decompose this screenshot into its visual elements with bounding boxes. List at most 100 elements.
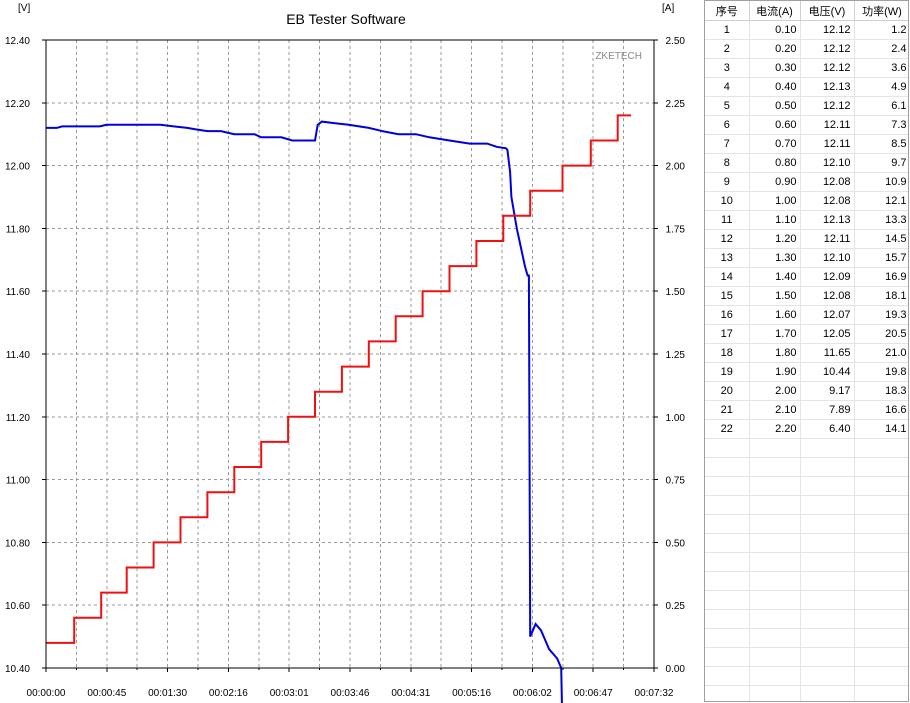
- y-tick-label-left: 11.40: [6, 350, 31, 361]
- cell-empty: [800, 438, 855, 458]
- cell-voltage: 12.11: [800, 115, 855, 135]
- y-tick-label-right: 0.25: [666, 601, 686, 612]
- cell-current: 1.20: [749, 229, 801, 249]
- cell-voltage: 12.10: [800, 153, 855, 173]
- current-series-line: [46, 114, 632, 644]
- cell-voltage: 12.10: [800, 248, 855, 268]
- cell-index: 21: [705, 400, 750, 420]
- table-row[interactable]: 17 1.70 12.05 20.5: [705, 324, 908, 344]
- cell-power: 21.0: [854, 343, 908, 363]
- cell-empty: [749, 514, 801, 534]
- table-row[interactable]: 22 2.20 6.40 14.1: [705, 419, 908, 439]
- table-row-empty: [705, 438, 908, 458]
- table-row[interactable]: 11 1.10 12.13 13.3: [705, 210, 908, 230]
- cell-index: 7: [705, 134, 750, 154]
- y-tick-label-right: 0.50: [666, 538, 686, 549]
- cell-empty: [800, 533, 855, 553]
- cell-empty: [854, 628, 908, 648]
- table-row[interactable]: 4 0.40 12.13 4.9: [705, 77, 908, 97]
- cell-empty: [854, 476, 908, 496]
- cell-empty: [705, 685, 750, 701]
- table-row[interactable]: 15 1.50 12.08 18.1: [705, 286, 908, 306]
- table-row[interactable]: 18 1.80 11.65 21.0: [705, 343, 908, 363]
- cell-power: 1.2: [854, 20, 908, 40]
- y-tick-label-right: 2.00: [666, 162, 686, 173]
- cell-empty: [800, 609, 855, 629]
- table-row[interactable]: 20 2.00 9.17 18.3: [705, 381, 908, 401]
- zketech-watermark: ZKETECH: [595, 51, 642, 62]
- table-row[interactable]: 8 0.80 12.10 9.7: [705, 153, 908, 173]
- cell-voltage: 12.08: [800, 172, 855, 192]
- cell-index: 19: [705, 362, 750, 382]
- table-row[interactable]: 13 1.30 12.10 15.7: [705, 248, 908, 268]
- cell-empty: [749, 590, 801, 610]
- table-row[interactable]: 12 1.20 12.11 14.5: [705, 229, 908, 249]
- series-layer: [46, 114, 632, 703]
- cell-empty: [749, 571, 801, 591]
- cell-empty: [854, 571, 908, 591]
- cell-current: 0.50: [749, 96, 801, 116]
- cell-current: 2.20: [749, 419, 801, 439]
- table-row[interactable]: 7 0.70 12.11 8.5: [705, 134, 908, 154]
- cell-power: 14.5: [854, 229, 908, 249]
- cell-current: 1.90: [749, 362, 801, 382]
- x-tick-label: 00:04:31: [391, 688, 430, 699]
- cell-empty: [800, 476, 855, 496]
- cell-power: 8.5: [854, 134, 908, 154]
- cell-power: 20.5: [854, 324, 908, 344]
- cell-current: 2.10: [749, 400, 801, 420]
- x-tick-label: 00:00:45: [87, 688, 126, 699]
- table-row[interactable]: 19 1.90 10.44 19.8: [705, 362, 908, 382]
- cell-index: 4: [705, 77, 750, 97]
- cell-empty: [705, 628, 750, 648]
- table-row[interactable]: 10 1.00 12.08 12.1: [705, 191, 908, 211]
- grid-lines: [46, 40, 654, 668]
- cell-power: 10.9: [854, 172, 908, 192]
- cell-index: 11: [705, 210, 750, 230]
- cell-current: 1.30: [749, 248, 801, 268]
- table-row[interactable]: 14 1.40 12.09 16.9: [705, 267, 908, 287]
- cell-index: 2: [705, 39, 750, 59]
- table-row[interactable]: 5 0.50 12.12 6.1: [705, 96, 908, 116]
- table-row[interactable]: 2 0.20 12.12 2.4: [705, 39, 908, 59]
- cell-power: 13.3: [854, 210, 908, 230]
- y-tick-label-left: 10.60: [5, 601, 30, 612]
- cell-current: 0.60: [749, 115, 801, 135]
- plot-frame: [42, 39, 658, 672]
- x-tick-label: 00:03:46: [331, 688, 370, 699]
- cell-power: 18.1: [854, 286, 908, 306]
- y-tick-label-left: 11.60: [6, 287, 31, 298]
- col-header-current: 电流(A): [749, 1, 801, 21]
- x-tick-label: 00:00:00: [27, 688, 66, 699]
- table-row[interactable]: 21 2.10 7.89 16.6: [705, 400, 908, 420]
- cell-current: 1.50: [749, 286, 801, 306]
- y-tick-label-right: 1.75: [666, 224, 686, 235]
- cell-empty: [705, 514, 750, 534]
- x-tick-label: 00:01:30: [148, 688, 187, 699]
- y-tick-label-left: 12.00: [5, 162, 30, 173]
- cell-index: 13: [705, 248, 750, 268]
- table-row-empty: [705, 628, 908, 648]
- cell-voltage: 12.12: [800, 39, 855, 59]
- table-row-empty: [705, 666, 908, 686]
- cell-power: 19.8: [854, 362, 908, 382]
- cell-current: 1.00: [749, 191, 801, 211]
- cell-power: 15.7: [854, 248, 908, 268]
- table-row[interactable]: 6 0.60 12.11 7.3: [705, 115, 908, 135]
- cell-voltage: 12.11: [800, 134, 855, 154]
- cell-power: 9.7: [854, 153, 908, 173]
- x-tick-label: 00:06:47: [574, 688, 613, 699]
- cell-voltage: 11.65: [800, 343, 855, 363]
- table-row[interactable]: 9 0.90 12.08 10.9: [705, 172, 908, 192]
- data-table-panel[interactable]: 序号 电流(A) 电压(V) 功率(W) 1 0.10 12.12 1.2 2 0.20 1…: [704, 0, 909, 702]
- table-row[interactable]: 16 1.60 12.07 19.3: [705, 305, 908, 325]
- cell-index: 1: [705, 20, 750, 40]
- table-row[interactable]: 1 0.10 12.12 1.2: [705, 20, 908, 40]
- cell-power: 6.1: [854, 96, 908, 116]
- cell-voltage: 7.89: [800, 400, 855, 420]
- cell-voltage: 10.44: [800, 362, 855, 382]
- table-row-empty: [705, 533, 908, 553]
- y-tick-label-right: 1.25: [666, 350, 686, 361]
- cell-empty: [705, 552, 750, 572]
- table-row[interactable]: 3 0.30 12.12 3.6: [705, 58, 908, 78]
